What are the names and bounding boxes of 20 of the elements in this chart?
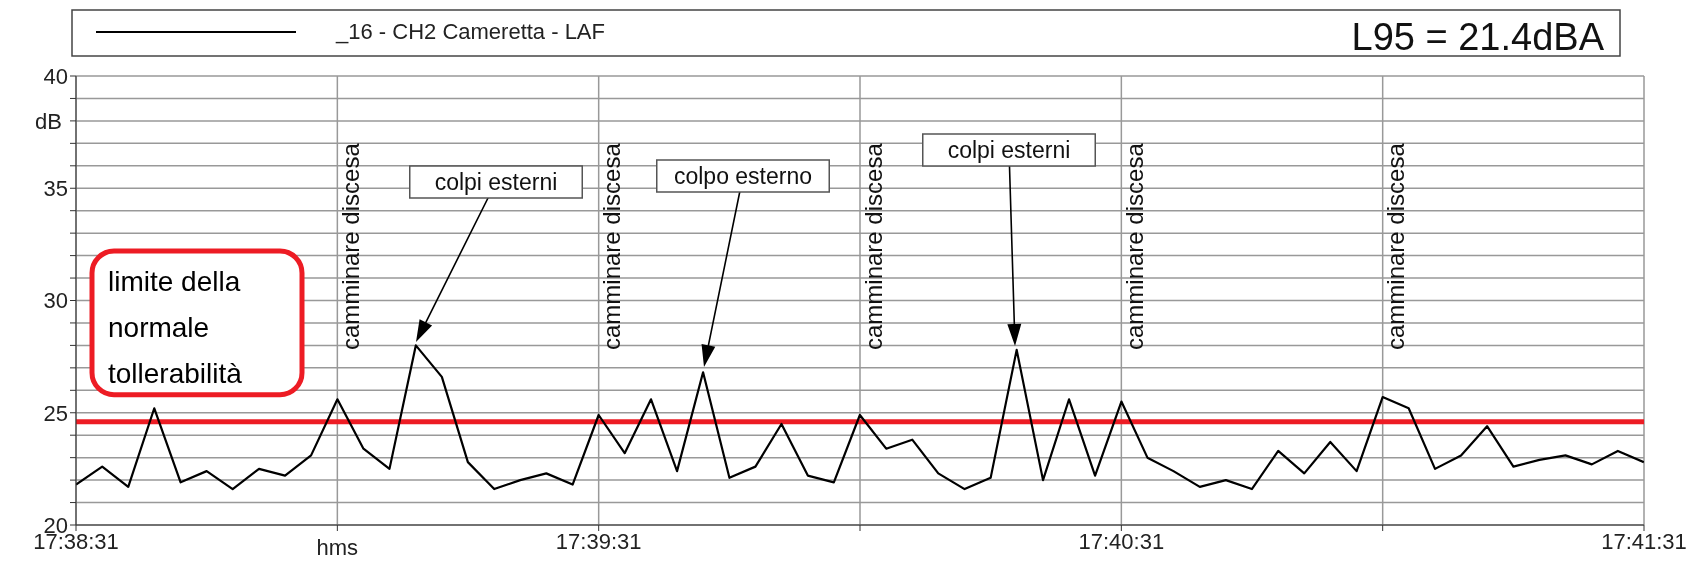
text: L95 = 21.4dBA: [1351, 16, 1605, 58]
x-tick-label: 17:41:31: [1601, 528, 1687, 554]
y-tick-label: 40: [43, 63, 68, 89]
x-axis-title: hms: [316, 535, 359, 560]
annotation: colpi esterni: [434, 169, 558, 195]
y-tick-label: 30: [43, 288, 68, 314]
annotation: colpo esterno: [673, 163, 813, 189]
y-tick-label: 25: [43, 400, 68, 426]
annotation: camminare discesa: [336, 142, 364, 350]
y-tick-label: 35: [43, 176, 68, 202]
x-tick-label: 17:39:31: [555, 528, 642, 554]
annotation: camminare discesa: [1382, 142, 1410, 350]
annotation: camminare discesa: [598, 142, 626, 350]
ref-line-label: limite della normale tollerabilità: [108, 266, 243, 390]
text: _16 - CH2 Cameretta - LAF: [335, 19, 605, 44]
annotation: camminare discesa: [1120, 142, 1148, 350]
annotation: colpi esterni: [947, 137, 1071, 163]
x-tick-label: 17:40:31: [1078, 528, 1165, 554]
annotation: camminare discesa: [859, 142, 887, 350]
y-axis-title: dB: [35, 108, 62, 134]
